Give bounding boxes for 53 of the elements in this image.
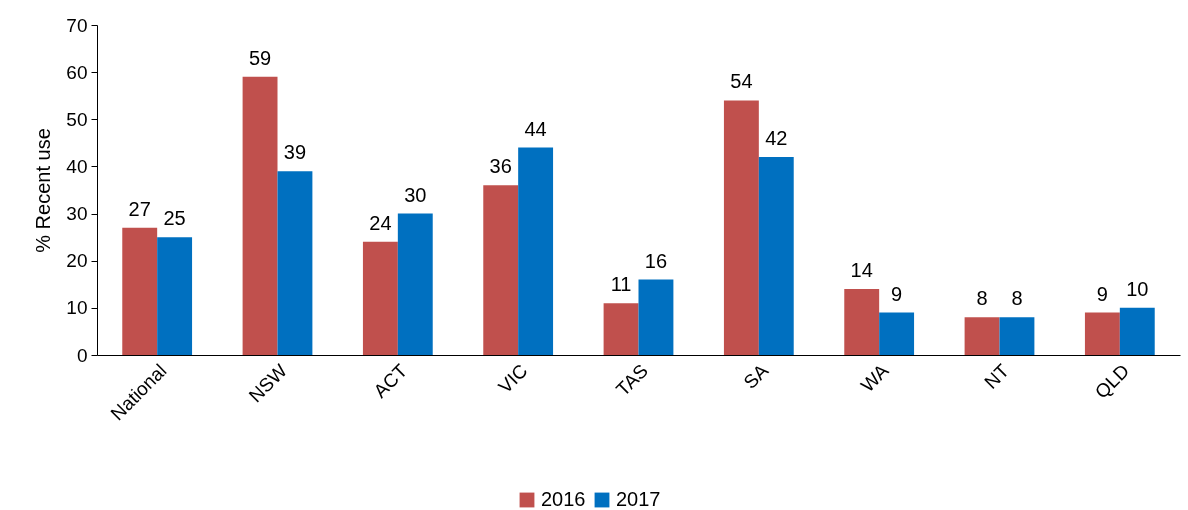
- data-label: 8: [1011, 287, 1023, 310]
- bar: [638, 279, 674, 355]
- data-label: 16: [644, 249, 668, 272]
- data-label: 44: [524, 117, 547, 140]
- x-tick-label: QLD: [1090, 360, 1134, 403]
- bar: [999, 317, 1035, 355]
- bar: [362, 241, 398, 355]
- data-label: 10: [1126, 277, 1149, 300]
- x-tick-label: NT: [980, 359, 1014, 393]
- data-label: 9: [891, 282, 903, 305]
- x-tick-label: VIC: [494, 360, 532, 398]
- y-tick-label: 50: [66, 108, 88, 130]
- y-tick-label: 40: [66, 155, 88, 177]
- data-label: 54: [730, 70, 753, 93]
- x-tick-label: TAS: [611, 360, 652, 401]
- y-axis-title: % Recent use: [32, 128, 55, 253]
- bar: [844, 289, 880, 355]
- bar: [603, 303, 639, 355]
- data-label: 27: [128, 197, 151, 220]
- data-label: 30: [404, 183, 427, 206]
- bar: [879, 312, 915, 355]
- bar: [277, 171, 313, 355]
- data-label: 8: [976, 287, 988, 310]
- bar: [157, 237, 193, 355]
- y-tick-label: 30: [66, 203, 88, 225]
- bar: [964, 317, 1000, 355]
- bar: [1084, 312, 1120, 355]
- legend-label: 2017: [616, 488, 661, 510]
- data-label: 42: [765, 127, 788, 149]
- y-tick-label: 10: [66, 297, 88, 319]
- y-tick-label: 60: [66, 61, 88, 83]
- bar: [723, 100, 759, 355]
- bar: [122, 227, 158, 355]
- data-label: 59: [248, 46, 272, 69]
- data-label: 39: [283, 141, 307, 164]
- data-label: 14: [850, 259, 873, 281]
- data-label: 24: [369, 211, 392, 234]
- legend-label: 2016: [541, 488, 586, 510]
- y-tick-label: 20: [66, 250, 88, 272]
- bar: [518, 147, 554, 355]
- bar: [242, 76, 278, 355]
- bar: [397, 213, 433, 355]
- x-tick-label: WA: [856, 359, 893, 397]
- data-label: 36: [489, 155, 512, 178]
- data-label: 9: [1096, 282, 1108, 305]
- bar: [483, 185, 519, 355]
- x-tick-label: SA: [739, 359, 773, 393]
- data-label: 11: [610, 273, 632, 296]
- y-tick-label: 0: [76, 344, 88, 366]
- bar: [758, 157, 794, 355]
- y-tick-label: 70: [66, 14, 88, 36]
- bar: [1119, 307, 1155, 355]
- data-label: 25: [163, 207, 186, 230]
